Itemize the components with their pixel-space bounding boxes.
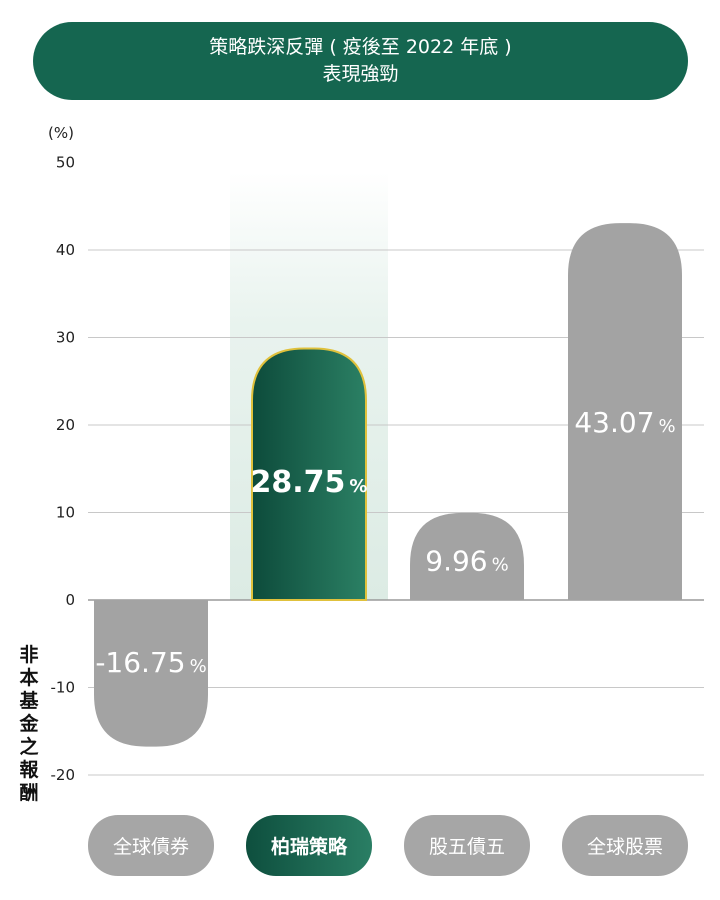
category-label-2: 柏瑞策略 bbox=[246, 815, 372, 876]
bar-4 bbox=[568, 223, 682, 600]
bar-3 bbox=[410, 512, 524, 600]
value-label: 28.75% bbox=[251, 465, 368, 500]
y-axis-unit-label: (%) bbox=[48, 124, 74, 142]
y-tick-label: 20 bbox=[56, 416, 75, 434]
chart-title-line1: 策略跌深反彈 ( 疫後至 2022 年底 ) bbox=[209, 36, 512, 58]
bar-2 bbox=[251, 347, 367, 601]
category-label-4: 全球股票 bbox=[562, 815, 688, 876]
y-tick-label: 50 bbox=[56, 154, 75, 172]
value-label: 43.07% bbox=[574, 406, 675, 439]
y-tick-label: -20 bbox=[51, 766, 76, 784]
disclaimer-note: 非本基金之報酬 bbox=[19, 644, 39, 804]
y-tick-label: 0 bbox=[65, 591, 75, 609]
y-tick-label: 30 bbox=[56, 329, 75, 347]
y-tick-label: -10 bbox=[51, 679, 76, 697]
chart-title: 策略跌深反彈 ( 疫後至 2022 年底 ) 表現強勁 bbox=[33, 22, 688, 100]
y-tick-label: 40 bbox=[56, 241, 75, 259]
category-label-3: 股五債五 bbox=[404, 815, 530, 876]
y-tick-label: 10 bbox=[56, 504, 75, 522]
value-label: 9.96% bbox=[425, 544, 508, 577]
bar-1 bbox=[94, 600, 208, 747]
value-label: -16.75% bbox=[95, 646, 206, 679]
chart-title-line2: 表現強勁 bbox=[322, 63, 399, 85]
category-label-1: 全球債券 bbox=[88, 815, 214, 876]
